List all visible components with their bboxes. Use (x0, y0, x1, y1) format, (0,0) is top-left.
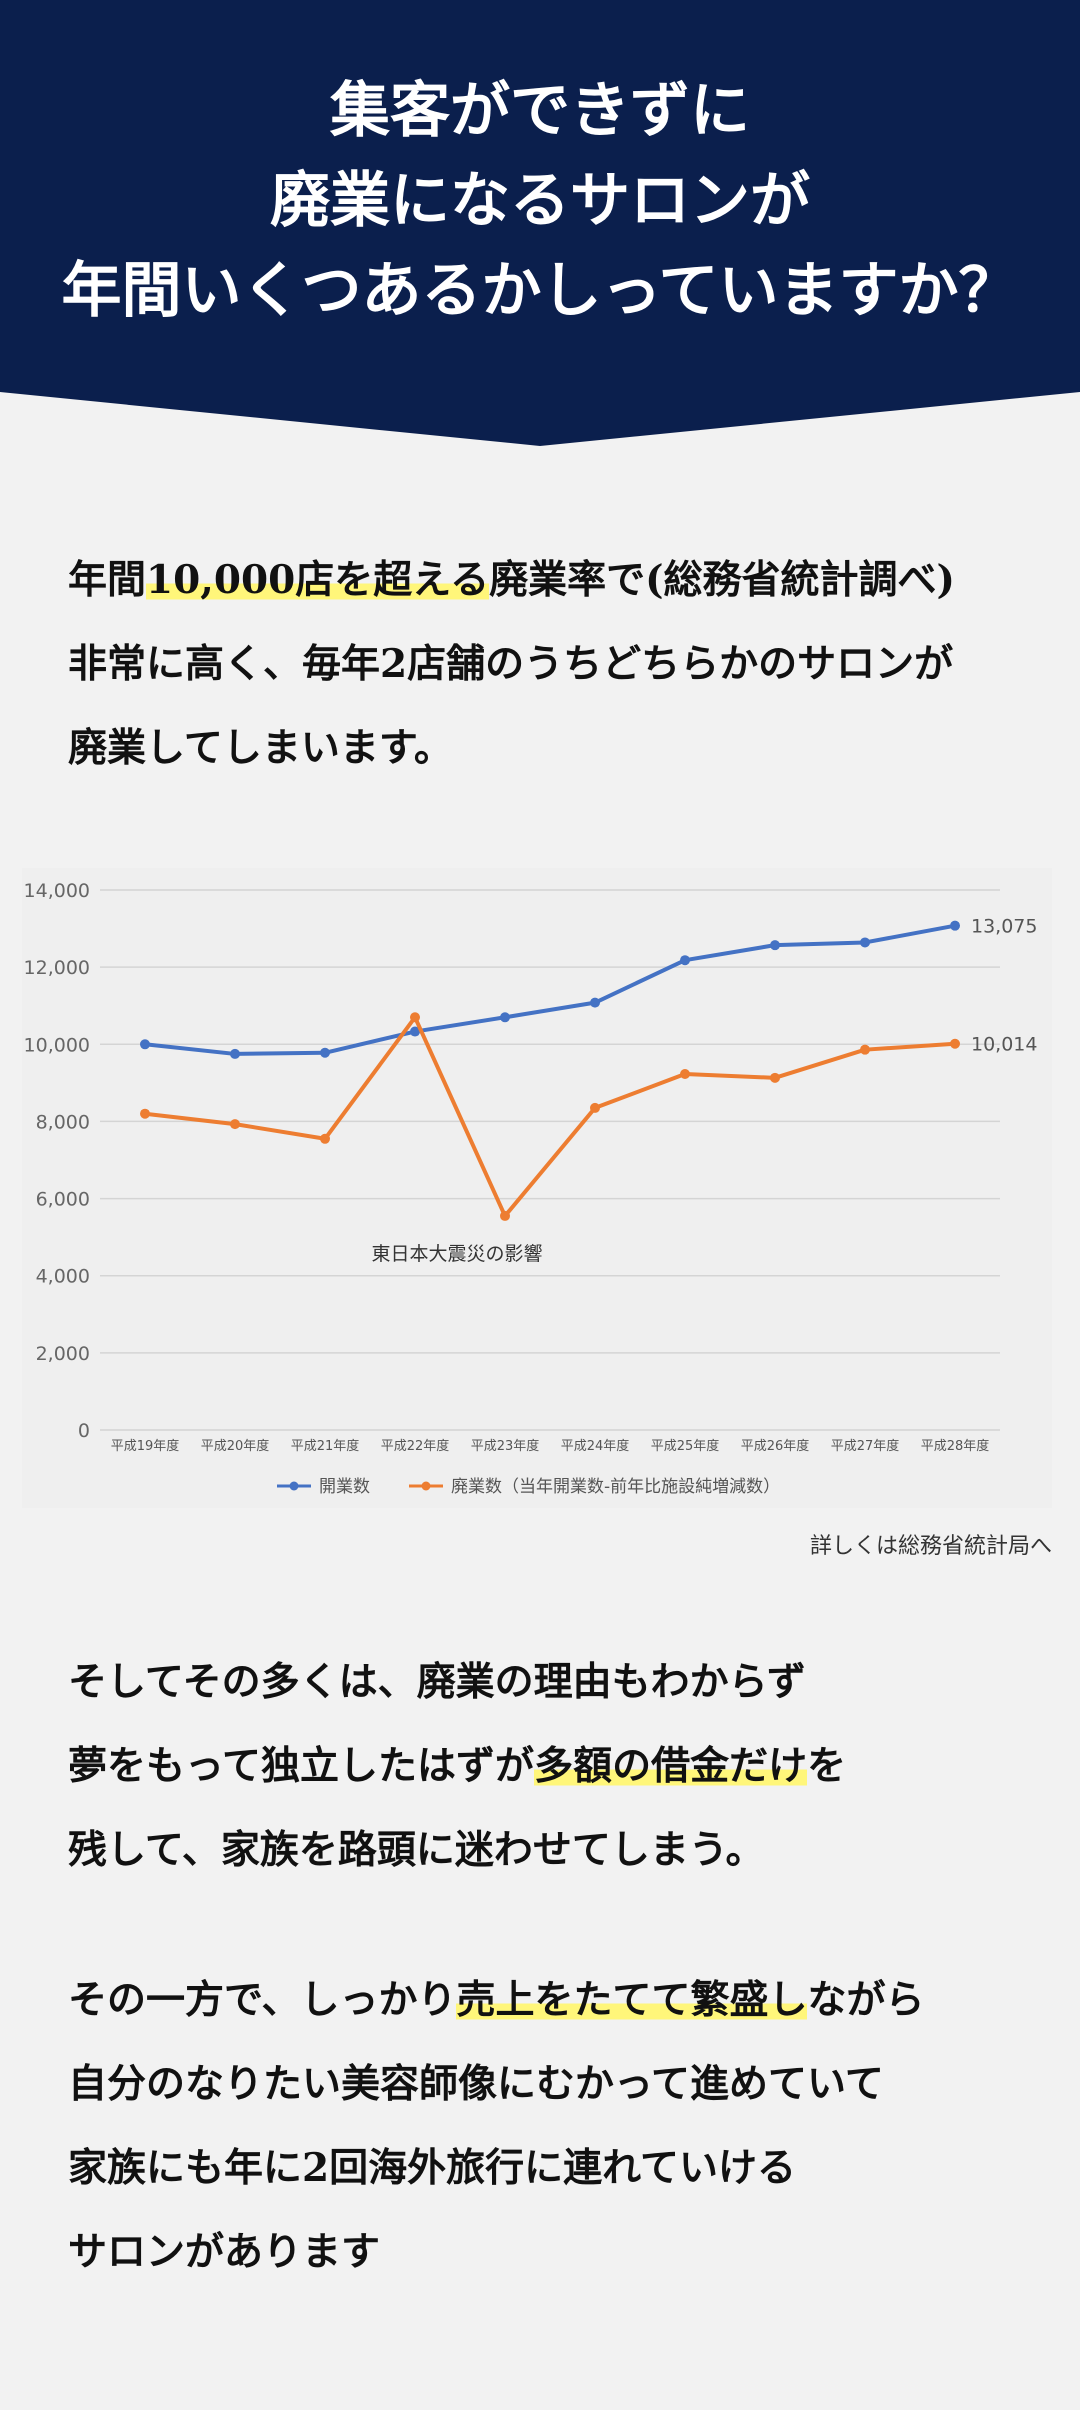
x-tick-label: 平成28年度 (921, 1438, 990, 1454)
para2-text-segment: ながら (807, 1977, 925, 2023)
hero-background (0, 0, 1080, 446)
data-point (230, 1048, 240, 1059)
y-tick-label: 4,000 (36, 1266, 90, 1288)
data-point (860, 1044, 870, 1055)
x-tick-label: 平成23年度 (471, 1438, 540, 1454)
data-point (860, 937, 870, 948)
data-point (140, 1039, 150, 1050)
para1-text-segment: を (807, 1743, 847, 1789)
x-tick-label: 平成20年度 (201, 1438, 270, 1454)
para1-text-segment: 夢をもって独立したはずが (68, 1743, 535, 1789)
chart-svg: 0 2,000 4,000 6,000 8,000 10,000 12,000 14,000 平… (24, 880, 1038, 1497)
data-point (500, 1210, 510, 1221)
intro-line-2: 非常に高く、毎年2店舗のうちどちらかのサロンが (68, 641, 954, 687)
para2-text-segment: その一方で、しっかり (68, 1977, 457, 2023)
highlight-text: 10,000店を超える (146, 557, 490, 603)
x-tick-label: 平成22年度 (381, 1438, 450, 1454)
end-value-label: 13,075 (971, 916, 1037, 938)
legend-label: 廃業数（当年開業数-前年比施設純増減数） (451, 1477, 780, 1497)
data-point (770, 1072, 780, 1083)
para2-line-3: 家族にも年に2回海外旅行に連れていける (68, 2145, 796, 2191)
y-tick-label: 0 (78, 1420, 90, 1442)
para1-line-2: 夢をもって独立したはずが多額の借金だけを (68, 1724, 1028, 1808)
series-line-1 (144, 923, 956, 1056)
highlight-text: 多額の借金だけ (534, 1743, 808, 1789)
title-line-3: 年間いくつあるかしっていますか？ (61, 256, 1019, 326)
para2-line-2: 自分のなりたい美容師像にむかって進めていて (68, 2061, 884, 2107)
x-tick-label: 平成27年度 (831, 1438, 900, 1454)
title-line-1: 集客ができずに (330, 76, 750, 146)
y-tick-label: 14,000 (24, 880, 90, 902)
intro-line-1: 年間10,000店を超える廃業率で(総務省統計調べ) (68, 538, 1028, 622)
data-point (140, 1108, 150, 1119)
source-link[interactable]: 詳しくは総務省統計局へ (809, 1534, 1052, 1559)
para1-line-1: そしてその多くは、廃業の理由もわからず (68, 1659, 806, 1705)
para1-line-3: 残して、家族を路頭に迷わせてしまう。 (68, 1827, 765, 1873)
y-tick-label: 6,000 (36, 1189, 90, 1211)
intro-line-3: 廃業してしまいます。 (68, 725, 453, 771)
intro-text-segment: 年間 (68, 557, 147, 603)
hero-banner: 集客ができずに 廃業になるサロンが 年間いくつあるかしっていますか？ (0, 0, 1080, 450)
data-point (590, 1102, 600, 1113)
data-point (320, 1047, 330, 1058)
intro-text-segment: 廃業率で(総務省統計調べ) (489, 557, 956, 603)
y-tick-label: 2,000 (36, 1343, 90, 1365)
data-point (230, 1119, 240, 1130)
data-point (590, 997, 600, 1008)
data-point (410, 1012, 420, 1023)
chart-annotation: 東日本大震災の影響 (371, 1243, 542, 1265)
data-point (770, 940, 780, 951)
series-line-2 (144, 1015, 956, 1218)
page-title: 集客ができずに 廃業になるサロンが 年間いくつあるかしっていますか？ (0, 66, 1080, 336)
end-value-label: 10,014 (971, 1034, 1037, 1056)
highlight-text: 売上をたてて繁盛し (456, 1977, 808, 2023)
data-point (950, 1038, 960, 1049)
x-tick-label: 平成21年度 (291, 1438, 360, 1454)
paragraph-2: その一方で、しっかり売上をたてて繁盛しながら 自分のなりたい美容師像にむかって進… (68, 1958, 1028, 2294)
legend-marker (289, 1481, 299, 1491)
para2-line-1: その一方で、しっかり売上をたてて繁盛しながら (68, 1958, 1028, 2042)
data-point (950, 920, 960, 931)
para2-line-4: サロンがあります (68, 2229, 381, 2275)
data-point (680, 955, 690, 966)
y-tick-label: 12,000 (24, 957, 90, 979)
paragraph-1: そしてその多くは、廃業の理由もわからず 夢をもって独立したはずが多額の借金だけを… (68, 1640, 1028, 1892)
x-tick-label: 平成19年度 (111, 1438, 180, 1454)
legend-label: 開業数 (319, 1477, 370, 1497)
data-point (320, 1133, 330, 1144)
data-point (410, 1026, 420, 1037)
y-tick-label: 8,000 (36, 1111, 90, 1133)
x-tick-label: 平成25年度 (651, 1438, 720, 1454)
line-chart: 0 2,000 4,000 6,000 8,000 10,000 12,000 14,000 平… (22, 868, 1052, 1508)
x-tick-label: 平成24年度 (561, 1438, 630, 1454)
intro-text: 年間10,000店を超える廃業率で(総務省統計調べ) 非常に高く、毎年2店舗のう… (68, 538, 1028, 790)
title-line-2: 廃業になるサロンが (270, 166, 810, 236)
data-point (500, 1012, 510, 1023)
data-point (680, 1068, 690, 1079)
x-tick-label: 平成26年度 (741, 1438, 810, 1454)
y-tick-label: 10,000 (24, 1034, 90, 1056)
legend-marker (421, 1481, 431, 1491)
